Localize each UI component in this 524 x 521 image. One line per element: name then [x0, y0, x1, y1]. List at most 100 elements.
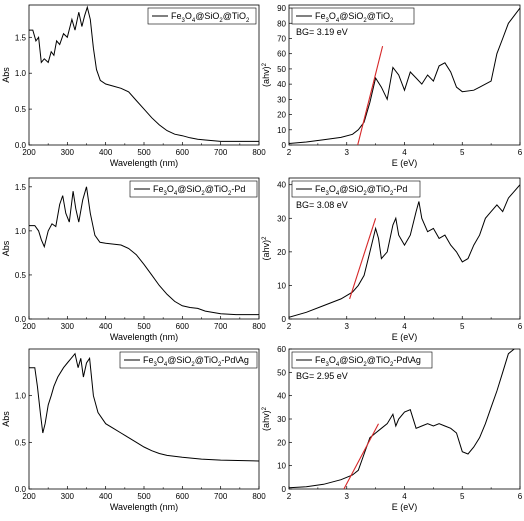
- legend-label: Fe3O4@SiO2@TiO2: [315, 11, 394, 24]
- x-tick-label: 300: [61, 492, 75, 501]
- x-tick-label: 700: [214, 148, 228, 157]
- legend: Fe3O4@SiO2@TiO2-Pd: [129, 180, 258, 198]
- legend-box: [291, 7, 415, 25]
- y-tick-label: 70: [277, 34, 286, 43]
- y-tick-label: 80: [277, 19, 286, 28]
- y-axis-label: Abs: [1, 67, 11, 83]
- y-tick-label: 10: [277, 462, 286, 471]
- x-tick-label: 6: [518, 492, 523, 501]
- y-tick-label: 50: [277, 65, 286, 74]
- x-axis-label: Wavelength (nm): [110, 158, 178, 168]
- legend-label: Fe3O4@SiO2@TiO2-Pd: [153, 184, 245, 197]
- series-line: [29, 352, 259, 462]
- y-tick-label: 20: [277, 438, 286, 447]
- series-line: [289, 349, 515, 489]
- x-tick-label: 4: [402, 148, 407, 157]
- legend-label: Fe3O4@SiO2@TiO2-Pd: [315, 184, 407, 197]
- band-gap-annotation: BG= 3.08 eV: [296, 200, 348, 210]
- x-axis-label: Wavelength (nm): [110, 332, 178, 342]
- x-tick-label: 400: [99, 322, 113, 331]
- y-tick-label: 0.0: [15, 485, 27, 494]
- series-line: [289, 184, 520, 318]
- y-tick-label: 1.5: [15, 183, 27, 192]
- y-tick-label: 30: [277, 214, 286, 223]
- y-tick-label: 0: [282, 315, 287, 324]
- legend-label: Fe3O4@SiO2@TiO2-Pd\Ag: [315, 355, 421, 368]
- legend: Fe3O4@SiO2@TiO2-Pd\Ag: [291, 351, 433, 369]
- y-tick-label: 20: [277, 248, 286, 257]
- legend-box: [129, 180, 258, 198]
- series-line: [29, 186, 259, 316]
- y-tick-label: 30: [277, 95, 286, 104]
- legend: Fe3O4@SiO2@TiO2-Pd: [291, 180, 421, 198]
- plot-frame: [288, 4, 521, 146]
- y-tick-label: 40: [277, 80, 286, 89]
- y-axis-label: Abs: [1, 411, 11, 427]
- y-axis-label: Abs: [1, 240, 11, 256]
- plot-frame: [28, 348, 260, 490]
- chart-panel-abs-3: 200 300 400 500 600 700 800 0.0 0.5 1.0 Wavelength…: [1, 348, 266, 512]
- x-tick-label: 800: [252, 322, 266, 331]
- x-tick-label: 400: [99, 492, 113, 501]
- y-tick-label: 0.5: [15, 271, 27, 280]
- legend-label: Fe3O4@SiO2@TiO2: [171, 11, 250, 24]
- band-gap-annotation: BG= 2.95 eV: [296, 371, 348, 381]
- x-axis-label: E (eV): [392, 158, 418, 168]
- legend-box: [119, 351, 258, 369]
- x-tick-label: 2: [287, 148, 292, 157]
- x-tick-label: 700: [214, 492, 228, 501]
- y-tick-label: 90: [277, 4, 286, 13]
- x-tick-label: 2: [287, 492, 292, 501]
- x-tick-label: 500: [137, 492, 151, 501]
- y-tick-label: 40: [277, 392, 286, 401]
- x-tick-label: 800: [252, 492, 266, 501]
- x-tick-label: 200: [22, 492, 36, 501]
- chart-panel-tauc-2: 2 3 4 5 6 0 10 20 30 40 E (eV) (ahv)2 Fe3O4@SiO2@TiO…: [261, 177, 523, 342]
- y-tick-label: 40: [277, 181, 286, 190]
- x-tick-label: 500: [137, 322, 151, 331]
- x-tick-label: 600: [176, 492, 190, 501]
- y-tick-label: 10: [277, 126, 286, 135]
- legend: Fe3O4@SiO2@TiO2-Pd\Ag: [119, 351, 258, 369]
- x-axis-label: E (eV): [392, 332, 418, 342]
- x-tick-label: 600: [176, 148, 190, 157]
- y-tick-label: 20: [277, 111, 286, 120]
- legend: Fe3O4@SiO2@TiO2: [147, 7, 257, 25]
- x-tick-label: 5: [460, 492, 465, 501]
- y-tick-label: 60: [277, 345, 286, 354]
- y-axis-label: (ahv)2: [261, 406, 271, 431]
- x-tick-label: 200: [22, 322, 36, 331]
- x-tick-label: 3: [345, 148, 350, 157]
- chart-panel-abs-2: 200 300 400 500 600 700 800 0.0 0.5 1.0 1.5 Wavelen…: [1, 177, 266, 342]
- y-tick-label: 0.5: [15, 105, 27, 114]
- x-tick-label: 3: [345, 492, 350, 501]
- y-tick-label: 1.0: [15, 69, 27, 78]
- x-tick-label: 400: [99, 148, 113, 157]
- band-gap-annotation: BG= 3.19 eV: [296, 27, 348, 37]
- y-tick-label: 0.0: [15, 315, 27, 324]
- legend: Fe3O4@SiO2@TiO2: [291, 7, 415, 25]
- x-tick-label: 500: [137, 148, 151, 157]
- y-tick-label: 0: [282, 485, 287, 494]
- chart-panel-abs-1: 200 300 400 500 600 700 800 0.0 0.5 1.0 1.5 Wavelen…: [1, 4, 266, 168]
- y-tick-label: 0.5: [15, 438, 27, 447]
- legend-box: [291, 351, 433, 369]
- x-tick-label: 4: [402, 492, 407, 501]
- x-tick-label: 700: [214, 322, 228, 331]
- y-tick-label: 30: [277, 415, 286, 424]
- legend-box: [291, 180, 421, 198]
- y-tick-label: 60: [277, 50, 286, 59]
- x-tick-label: 300: [61, 148, 75, 157]
- plot-frame: [28, 4, 260, 146]
- x-tick-label: 5: [460, 322, 465, 331]
- x-tick-label: 200: [22, 148, 36, 157]
- fit-line: [343, 423, 379, 489]
- x-tick-label: 6: [518, 148, 523, 157]
- x-tick-label: 6: [518, 322, 523, 331]
- legend-label: Fe3O4@SiO2@TiO2-Pd\Ag: [143, 355, 249, 368]
- y-tick-label: 50: [277, 368, 286, 377]
- fit-line: [349, 218, 377, 300]
- x-tick-label: 800: [252, 148, 266, 157]
